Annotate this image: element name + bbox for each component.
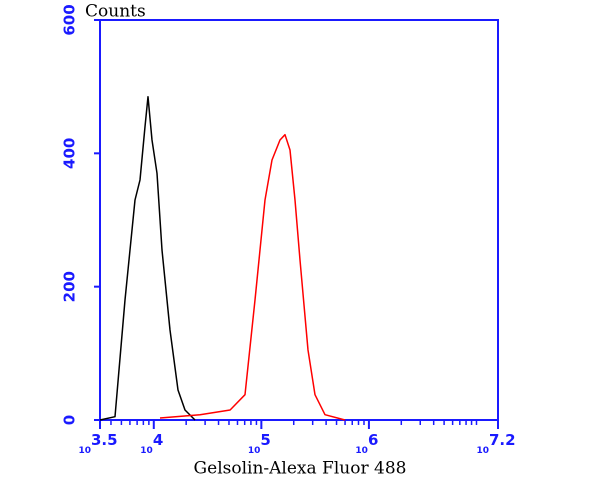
x-tick-base: 10 bbox=[476, 446, 489, 456]
x-tick-label: 103.5 bbox=[78, 431, 117, 456]
x-tick-label: 105 bbox=[248, 431, 271, 456]
y-tick-label: 400 bbox=[61, 138, 79, 169]
x-tick-label: 107.2 bbox=[476, 431, 515, 456]
plot-frame bbox=[99, 19, 499, 421]
x-tick-exponent: 3.5 bbox=[91, 431, 118, 449]
x-tick-base: 10 bbox=[248, 446, 261, 456]
x-tick-base: 10 bbox=[140, 446, 153, 456]
histogram-line bbox=[99, 95, 196, 421]
x-tick-exponent: 5 bbox=[260, 431, 270, 449]
y-tick-label: 200 bbox=[61, 271, 79, 302]
x-tick-label: 104 bbox=[140, 431, 163, 456]
x-tick-exponent: 6 bbox=[368, 431, 378, 449]
x-tick-exponent: 7.2 bbox=[489, 431, 516, 449]
y-tick-label: 0 bbox=[61, 415, 79, 425]
y-tick-label: 600 bbox=[61, 4, 79, 35]
x-tick-label: 106 bbox=[355, 431, 378, 456]
x-tick-base: 10 bbox=[78, 446, 91, 456]
x-tick-base: 10 bbox=[355, 446, 368, 456]
histogram-line bbox=[159, 133, 346, 421]
x-axis-label: Gelsolin-Alexa Fluor 488 bbox=[194, 459, 407, 479]
x-tick-exponent: 4 bbox=[153, 431, 163, 449]
y-axis-label: Counts bbox=[85, 2, 146, 22]
